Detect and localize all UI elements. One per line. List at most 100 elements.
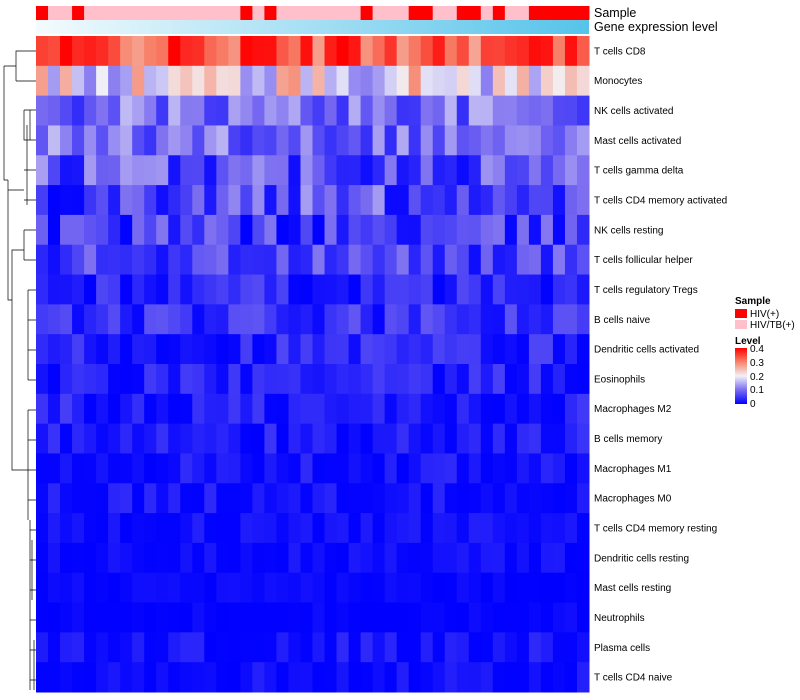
heatmap-cell — [456, 572, 470, 604]
heatmap-cell — [156, 36, 169, 67]
heatmap-cell — [192, 542, 205, 574]
heatmap-cell — [264, 155, 277, 186]
heatmap-cell — [228, 423, 241, 454]
heatmap-cell — [72, 274, 85, 305]
heatmap-cell — [564, 602, 578, 633]
heatmap-cell — [228, 244, 241, 276]
heatmap-cell — [492, 155, 506, 186]
heatmap-cell — [48, 393, 61, 425]
heatmap-cell — [300, 185, 313, 216]
heatmap-cell — [312, 364, 326, 395]
heatmap-cell — [264, 662, 277, 693]
heatmap-cell — [120, 364, 133, 395]
heatmap-cell — [60, 662, 73, 693]
heatmap-cell — [240, 393, 253, 425]
heatmap-cell — [84, 185, 97, 216]
heatmap-cell — [420, 572, 434, 604]
heatmap-cell — [576, 304, 590, 335]
legend: Sample HIV(+) HIV/TB(+) Level 0.4 0.3 0.… — [735, 296, 795, 410]
heatmap-cell — [408, 483, 422, 514]
heatmap-cell — [168, 334, 181, 365]
heatmap-cell — [120, 185, 133, 216]
heatmap-cell — [444, 125, 458, 156]
heatmap-cell — [324, 423, 338, 454]
heatmap-cell — [480, 185, 494, 216]
heatmap-cell — [540, 572, 554, 604]
heatmap-cell — [204, 65, 217, 97]
heatmap-cell — [384, 334, 398, 365]
heatmap-cell — [336, 214, 350, 246]
heatmap-cell — [132, 274, 145, 305]
heatmap-cell — [216, 65, 229, 97]
heatmap-cell — [108, 572, 121, 604]
heatmap-cell — [60, 185, 73, 216]
heatmap-cell — [528, 513, 542, 544]
heatmap-cell — [84, 483, 97, 514]
heatmap-cell — [504, 334, 518, 365]
sample-annotation-cell — [324, 6, 338, 20]
heatmap-cell — [276, 364, 289, 395]
heatmap-cell — [384, 274, 398, 305]
heatmap-cell — [504, 36, 518, 67]
heatmap-cell — [192, 572, 205, 604]
heatmap-cell — [360, 364, 374, 395]
heatmap-cell — [60, 65, 73, 97]
sample-annotation-cell — [420, 6, 434, 20]
heatmap-cell — [552, 364, 566, 395]
heatmap-cell — [276, 572, 289, 604]
heatmap-cell — [312, 244, 326, 276]
heatmap-cell — [516, 364, 530, 395]
heatmap-cell — [552, 65, 566, 97]
heatmap-cell — [384, 602, 398, 633]
heatmap-cell — [480, 95, 494, 126]
heatmap-cell — [540, 542, 554, 574]
heatmap-cell — [552, 572, 566, 604]
heatmap-cell — [288, 65, 301, 97]
heatmap-cell — [132, 602, 145, 633]
heatmap-cell — [384, 125, 398, 156]
heatmap-cell — [432, 662, 446, 693]
heatmap-cell — [216, 95, 229, 126]
heatmap-cell — [492, 36, 506, 67]
gene-expression-annotation-bar — [36, 20, 589, 34]
heatmap-cell — [216, 572, 229, 604]
heatmap-cell — [396, 662, 410, 693]
heatmap-cell — [312, 36, 326, 67]
heatmap-cell — [516, 274, 530, 305]
sample-annotation-cell — [144, 6, 157, 20]
heatmap-cell — [516, 304, 530, 335]
heatmap-cell — [228, 542, 241, 574]
heatmap-cell — [72, 185, 85, 216]
heatmap-cell — [408, 423, 422, 454]
heatmap-cell — [288, 513, 301, 544]
heatmap-cell — [336, 274, 350, 305]
heatmap-cell — [396, 393, 410, 425]
heatmap-cell — [132, 185, 145, 216]
heatmap-cell — [432, 214, 446, 246]
heatmap-cell — [252, 125, 265, 156]
heatmap-cell — [48, 244, 61, 276]
heatmap-cell — [60, 513, 73, 544]
heatmap-cell — [228, 185, 241, 216]
heatmap-cell — [288, 304, 301, 335]
sample-annotation-label: Sample — [594, 6, 636, 20]
heatmap-cell — [60, 364, 73, 395]
heatmap-cell — [36, 95, 49, 126]
heatmap-cell — [540, 513, 554, 544]
heatmap-cell — [120, 483, 133, 514]
heatmap-cell — [396, 95, 410, 126]
heatmap-cell — [516, 453, 530, 484]
row-label: NK cells resting — [594, 225, 663, 236]
row-label: T cells CD4 memory resting — [594, 524, 717, 535]
heatmap-cell — [516, 214, 530, 246]
heatmap-cell — [504, 423, 518, 454]
heatmap-cell — [60, 155, 73, 186]
heatmap-cell — [72, 513, 85, 544]
heatmap-cell — [144, 185, 157, 216]
heatmap-cell — [240, 125, 253, 156]
heatmap-cell — [372, 155, 386, 186]
heatmap-cell — [384, 572, 398, 604]
heatmap-cell — [108, 304, 121, 335]
heatmap-cell — [144, 572, 157, 604]
heatmap-cell — [288, 185, 301, 216]
